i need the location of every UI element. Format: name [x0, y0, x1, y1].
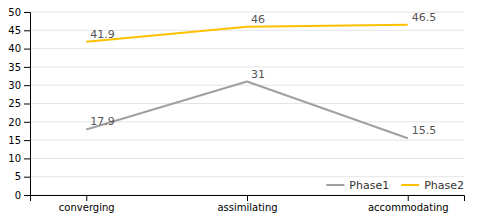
tick-label: 35	[8, 62, 21, 73]
tick-mark	[24, 140, 30, 141]
grid-line	[30, 12, 464, 13]
axis-line	[24, 13, 31, 196]
tick-label: 0	[15, 190, 21, 201]
tick-mark	[24, 177, 30, 178]
legend-swatch	[401, 184, 419, 186]
grid-line	[30, 66, 464, 67]
tick: 25	[8, 98, 30, 109]
tick-label: 30	[8, 80, 21, 91]
chart: 0 5 10 15 20 25 30 35 40 45 50 converging assimilati…	[0, 0, 500, 217]
tick-mark	[24, 158, 30, 159]
tick: 45	[8, 25, 30, 36]
grid-line	[30, 158, 464, 159]
series-line	[86, 25, 407, 42]
tick-mark	[24, 12, 30, 13]
tick-mark	[24, 122, 30, 123]
tick-mark	[408, 195, 409, 201]
tick-label: 20	[8, 117, 21, 128]
tick: 15	[8, 135, 30, 146]
tick-label: 50	[8, 7, 21, 18]
legend-label: Phase2	[424, 179, 464, 192]
legend-item: Phase2	[401, 179, 464, 192]
x-axis: converging assimilating accommodating	[31, 195, 465, 213]
tick-label: 45	[8, 25, 21, 36]
legend-label: Phase1	[349, 179, 389, 192]
grid-line	[30, 140, 464, 141]
grid	[30, 12, 464, 195]
tick-label: accommodating	[368, 202, 449, 213]
tick-label: 15	[8, 135, 21, 146]
tick-label: 25	[8, 98, 21, 109]
tick-mark	[24, 30, 30, 31]
lines	[86, 25, 407, 138]
grid-line	[30, 85, 464, 86]
tick: 35	[8, 62, 30, 73]
tick: 40	[8, 43, 30, 54]
tick-mark	[24, 49, 30, 50]
tick: 0	[15, 190, 30, 201]
tick: 10	[8, 153, 30, 164]
data-label: 41.9	[90, 28, 115, 41]
axis-line	[31, 196, 465, 202]
y-axis: 0 5 10 15 20 25 30 35 40 45 50	[8, 7, 30, 201]
tick: 20	[8, 117, 30, 128]
tick: converging	[59, 195, 115, 213]
tick-mark	[247, 195, 248, 201]
tick-label: 10	[8, 153, 21, 164]
data-label: 15.5	[412, 124, 437, 137]
tick: 50	[8, 7, 30, 18]
plot: 0 5 10 15 20 25 30 35 40 45 50 converging assimilati…	[8, 7, 464, 213]
data-labels: 17.9 31 15.5 41.9 46 46.5	[90, 11, 436, 137]
grid-line	[30, 176, 464, 177]
series-line	[86, 82, 407, 139]
data-label: 17.9	[90, 115, 115, 128]
tick-label: converging	[59, 202, 115, 213]
tick-mark	[24, 67, 30, 68]
tick-mark	[24, 195, 30, 196]
data-label: 46.5	[412, 11, 437, 24]
tick-label: assimilating	[217, 202, 277, 213]
legend-swatch	[326, 184, 344, 186]
data-label: 31	[251, 68, 265, 81]
tick: 5	[15, 171, 30, 182]
data-label: 46	[251, 13, 265, 26]
tick-label: 40	[8, 43, 21, 54]
legend: Phase1 Phase2	[326, 179, 464, 192]
grid-line	[30, 48, 464, 49]
tick: assimilating	[217, 195, 277, 213]
grid-line	[30, 103, 464, 104]
tick-mark	[24, 104, 30, 105]
tick-mark	[86, 195, 87, 201]
tick: accommodating	[368, 195, 449, 213]
legend-item: Phase1	[326, 179, 389, 192]
tick-mark	[24, 85, 30, 86]
tick: 30	[8, 80, 30, 91]
tick-label: 5	[15, 171, 21, 182]
